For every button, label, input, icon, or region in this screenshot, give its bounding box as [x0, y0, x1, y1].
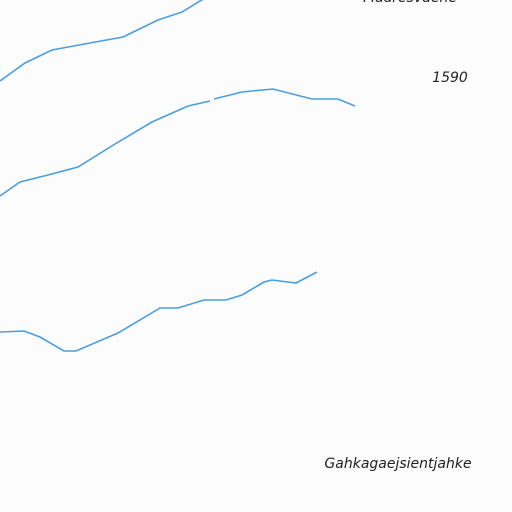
stream — [213, 88, 356, 107]
place-label: Maaresvaene — [363, 0, 457, 6]
elevation-label: 1590 — [432, 70, 468, 86]
stream — [0, 0, 204, 82]
stream — [0, 271, 318, 352]
place-label: Gahkagaejsientjahke — [324, 456, 471, 472]
stream — [0, 100, 211, 197]
